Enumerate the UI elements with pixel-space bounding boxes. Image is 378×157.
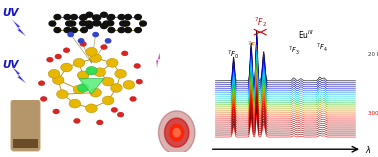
Circle shape (81, 14, 87, 19)
Polygon shape (13, 139, 38, 148)
Circle shape (80, 21, 86, 26)
Circle shape (118, 28, 125, 33)
Circle shape (38, 81, 45, 86)
Circle shape (105, 39, 111, 43)
Circle shape (86, 12, 93, 17)
Circle shape (77, 71, 89, 80)
Circle shape (86, 21, 92, 26)
Circle shape (108, 28, 115, 33)
FancyBboxPatch shape (11, 99, 40, 151)
Text: UV: UV (2, 60, 19, 70)
Circle shape (94, 15, 101, 20)
Circle shape (121, 51, 128, 56)
Circle shape (86, 104, 97, 113)
Circle shape (111, 107, 118, 112)
Circle shape (140, 21, 146, 26)
Circle shape (93, 32, 98, 37)
Circle shape (103, 21, 110, 26)
Circle shape (136, 79, 143, 84)
Circle shape (53, 109, 59, 114)
Circle shape (64, 14, 71, 19)
Circle shape (107, 58, 118, 67)
Circle shape (80, 15, 86, 20)
Circle shape (78, 39, 84, 43)
Text: $\lambda$: $\lambda$ (365, 144, 372, 155)
Circle shape (81, 28, 87, 33)
Circle shape (115, 69, 126, 78)
Circle shape (96, 120, 103, 125)
Circle shape (173, 128, 180, 137)
Circle shape (164, 118, 189, 147)
Circle shape (90, 88, 101, 97)
Circle shape (86, 24, 93, 29)
Circle shape (54, 14, 61, 19)
Circle shape (107, 21, 114, 26)
Circle shape (135, 28, 141, 33)
Circle shape (130, 96, 136, 101)
Circle shape (53, 76, 64, 84)
Text: $^7F_0$: $^7F_0$ (228, 49, 240, 61)
Text: UV: UV (2, 8, 19, 18)
Circle shape (123, 80, 135, 89)
Circle shape (86, 66, 97, 75)
Circle shape (46, 57, 53, 62)
Circle shape (40, 96, 47, 101)
Polygon shape (79, 78, 104, 94)
Circle shape (68, 32, 73, 37)
Circle shape (94, 21, 101, 26)
Text: $^7F_4$: $^7F_4$ (316, 42, 328, 54)
Text: 20 K: 20 K (368, 52, 378, 57)
Circle shape (71, 14, 77, 19)
Circle shape (135, 14, 141, 19)
Circle shape (63, 48, 70, 53)
Circle shape (170, 124, 184, 141)
Text: $^7F_2$: $^7F_2$ (254, 15, 267, 29)
Circle shape (101, 45, 107, 50)
Circle shape (77, 84, 89, 92)
Circle shape (107, 15, 114, 20)
Circle shape (125, 14, 132, 19)
Circle shape (71, 28, 77, 33)
Circle shape (158, 111, 195, 154)
Circle shape (120, 21, 126, 26)
Circle shape (74, 118, 80, 123)
Circle shape (80, 41, 87, 46)
Circle shape (66, 21, 72, 26)
Text: $^7F_3$: $^7F_3$ (288, 44, 300, 57)
Circle shape (48, 69, 60, 78)
Circle shape (108, 14, 115, 19)
Circle shape (93, 15, 99, 20)
Circle shape (73, 85, 85, 94)
Circle shape (93, 21, 99, 26)
Circle shape (61, 63, 72, 72)
Text: Eu$^{III}$: Eu$^{III}$ (298, 29, 314, 41)
Circle shape (102, 96, 114, 105)
Circle shape (117, 112, 124, 117)
Circle shape (57, 90, 68, 99)
Circle shape (101, 12, 107, 17)
Circle shape (123, 21, 130, 26)
Circle shape (134, 63, 141, 68)
Circle shape (102, 77, 114, 86)
Polygon shape (12, 20, 26, 37)
Circle shape (69, 21, 76, 26)
Polygon shape (156, 52, 160, 68)
Text: 300 K: 300 K (368, 111, 378, 116)
Circle shape (90, 54, 101, 62)
Circle shape (64, 28, 71, 33)
Circle shape (69, 99, 81, 108)
Circle shape (125, 28, 132, 33)
Circle shape (94, 68, 105, 77)
Polygon shape (12, 67, 26, 84)
Circle shape (101, 24, 107, 29)
Circle shape (111, 84, 122, 92)
Circle shape (73, 58, 85, 67)
Text: $^7F_1$: $^7F_1$ (247, 39, 259, 52)
Circle shape (118, 14, 125, 19)
Circle shape (86, 47, 97, 56)
Circle shape (54, 28, 61, 33)
Circle shape (55, 54, 62, 59)
Circle shape (49, 21, 56, 26)
